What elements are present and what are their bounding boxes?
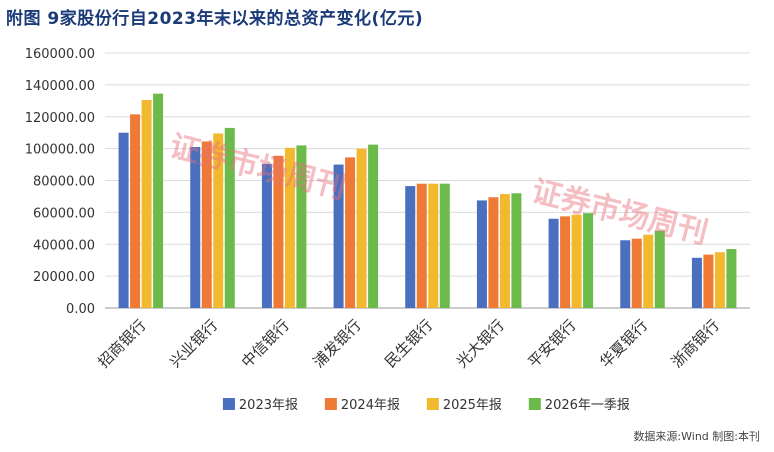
bar (560, 216, 571, 308)
x-tick-label: 浙商银行 (668, 316, 723, 371)
bar (499, 194, 510, 308)
bar (130, 114, 141, 308)
y-tick-label: 120000.00 (25, 111, 95, 126)
bar (583, 213, 594, 308)
x-tick-label: 浦发银行 (309, 316, 364, 371)
x-tick-label: 光大银行 (453, 316, 508, 371)
bar (201, 141, 212, 308)
bar (356, 148, 367, 308)
x-tick-label: 平安银行 (524, 316, 579, 371)
x-tick-label: 兴业银行 (166, 316, 221, 371)
bar (620, 240, 631, 308)
bar (476, 200, 487, 308)
legend-swatch (222, 398, 235, 410)
bar (726, 249, 737, 308)
y-tick-label: 40000.00 (33, 238, 95, 253)
bar (691, 257, 702, 308)
legend-label: 2026年一季报 (545, 398, 630, 413)
bar (714, 252, 725, 308)
bar (511, 193, 522, 308)
bar (416, 183, 427, 308)
y-tick-label: 0.00 (66, 302, 95, 317)
bar (118, 132, 129, 308)
bar (296, 145, 307, 308)
bar (571, 214, 582, 308)
y-tick-label: 100000.00 (25, 143, 95, 158)
x-tick-label: 招商银行 (94, 316, 149, 371)
bar (631, 238, 642, 308)
y-tick-label: 80000.00 (33, 175, 95, 190)
bar (439, 183, 450, 308)
bar (548, 218, 559, 308)
bar (213, 133, 224, 308)
legend-swatch (426, 398, 439, 410)
bar (488, 197, 499, 308)
bar (273, 155, 284, 308)
bar (643, 234, 654, 308)
source-note: 数据来源:Wind 制图:本刊 (633, 430, 760, 443)
bar (368, 144, 379, 308)
bar (261, 163, 272, 308)
bar (284, 147, 295, 308)
bar (333, 164, 344, 308)
bar (654, 230, 665, 308)
y-tick-label: 140000.00 (25, 79, 95, 94)
legend-label: 2024年报 (341, 398, 400, 413)
bar (224, 127, 235, 308)
y-tick-label: 160000.00 (25, 47, 95, 62)
x-tick-label: 民生银行 (381, 316, 436, 371)
bar (141, 100, 152, 308)
x-tick-label: 华夏银行 (596, 316, 651, 371)
y-tick-label: 20000.00 (33, 270, 95, 285)
bar (405, 186, 416, 308)
legend-label: 2025年报 (443, 398, 502, 413)
legend-swatch (324, 398, 337, 410)
legend-swatch (528, 398, 541, 410)
bar (345, 157, 356, 308)
bar (190, 147, 201, 308)
bar (428, 183, 439, 308)
x-tick-label: 中信银行 (238, 316, 293, 371)
legend-label: 2023年报 (239, 398, 298, 413)
bar (703, 254, 714, 308)
bar (153, 93, 164, 308)
y-tick-label: 60000.00 (33, 206, 95, 221)
chart-title: 附图 9家股份行自2023年末以来的总资产变化(亿元) (6, 9, 424, 29)
